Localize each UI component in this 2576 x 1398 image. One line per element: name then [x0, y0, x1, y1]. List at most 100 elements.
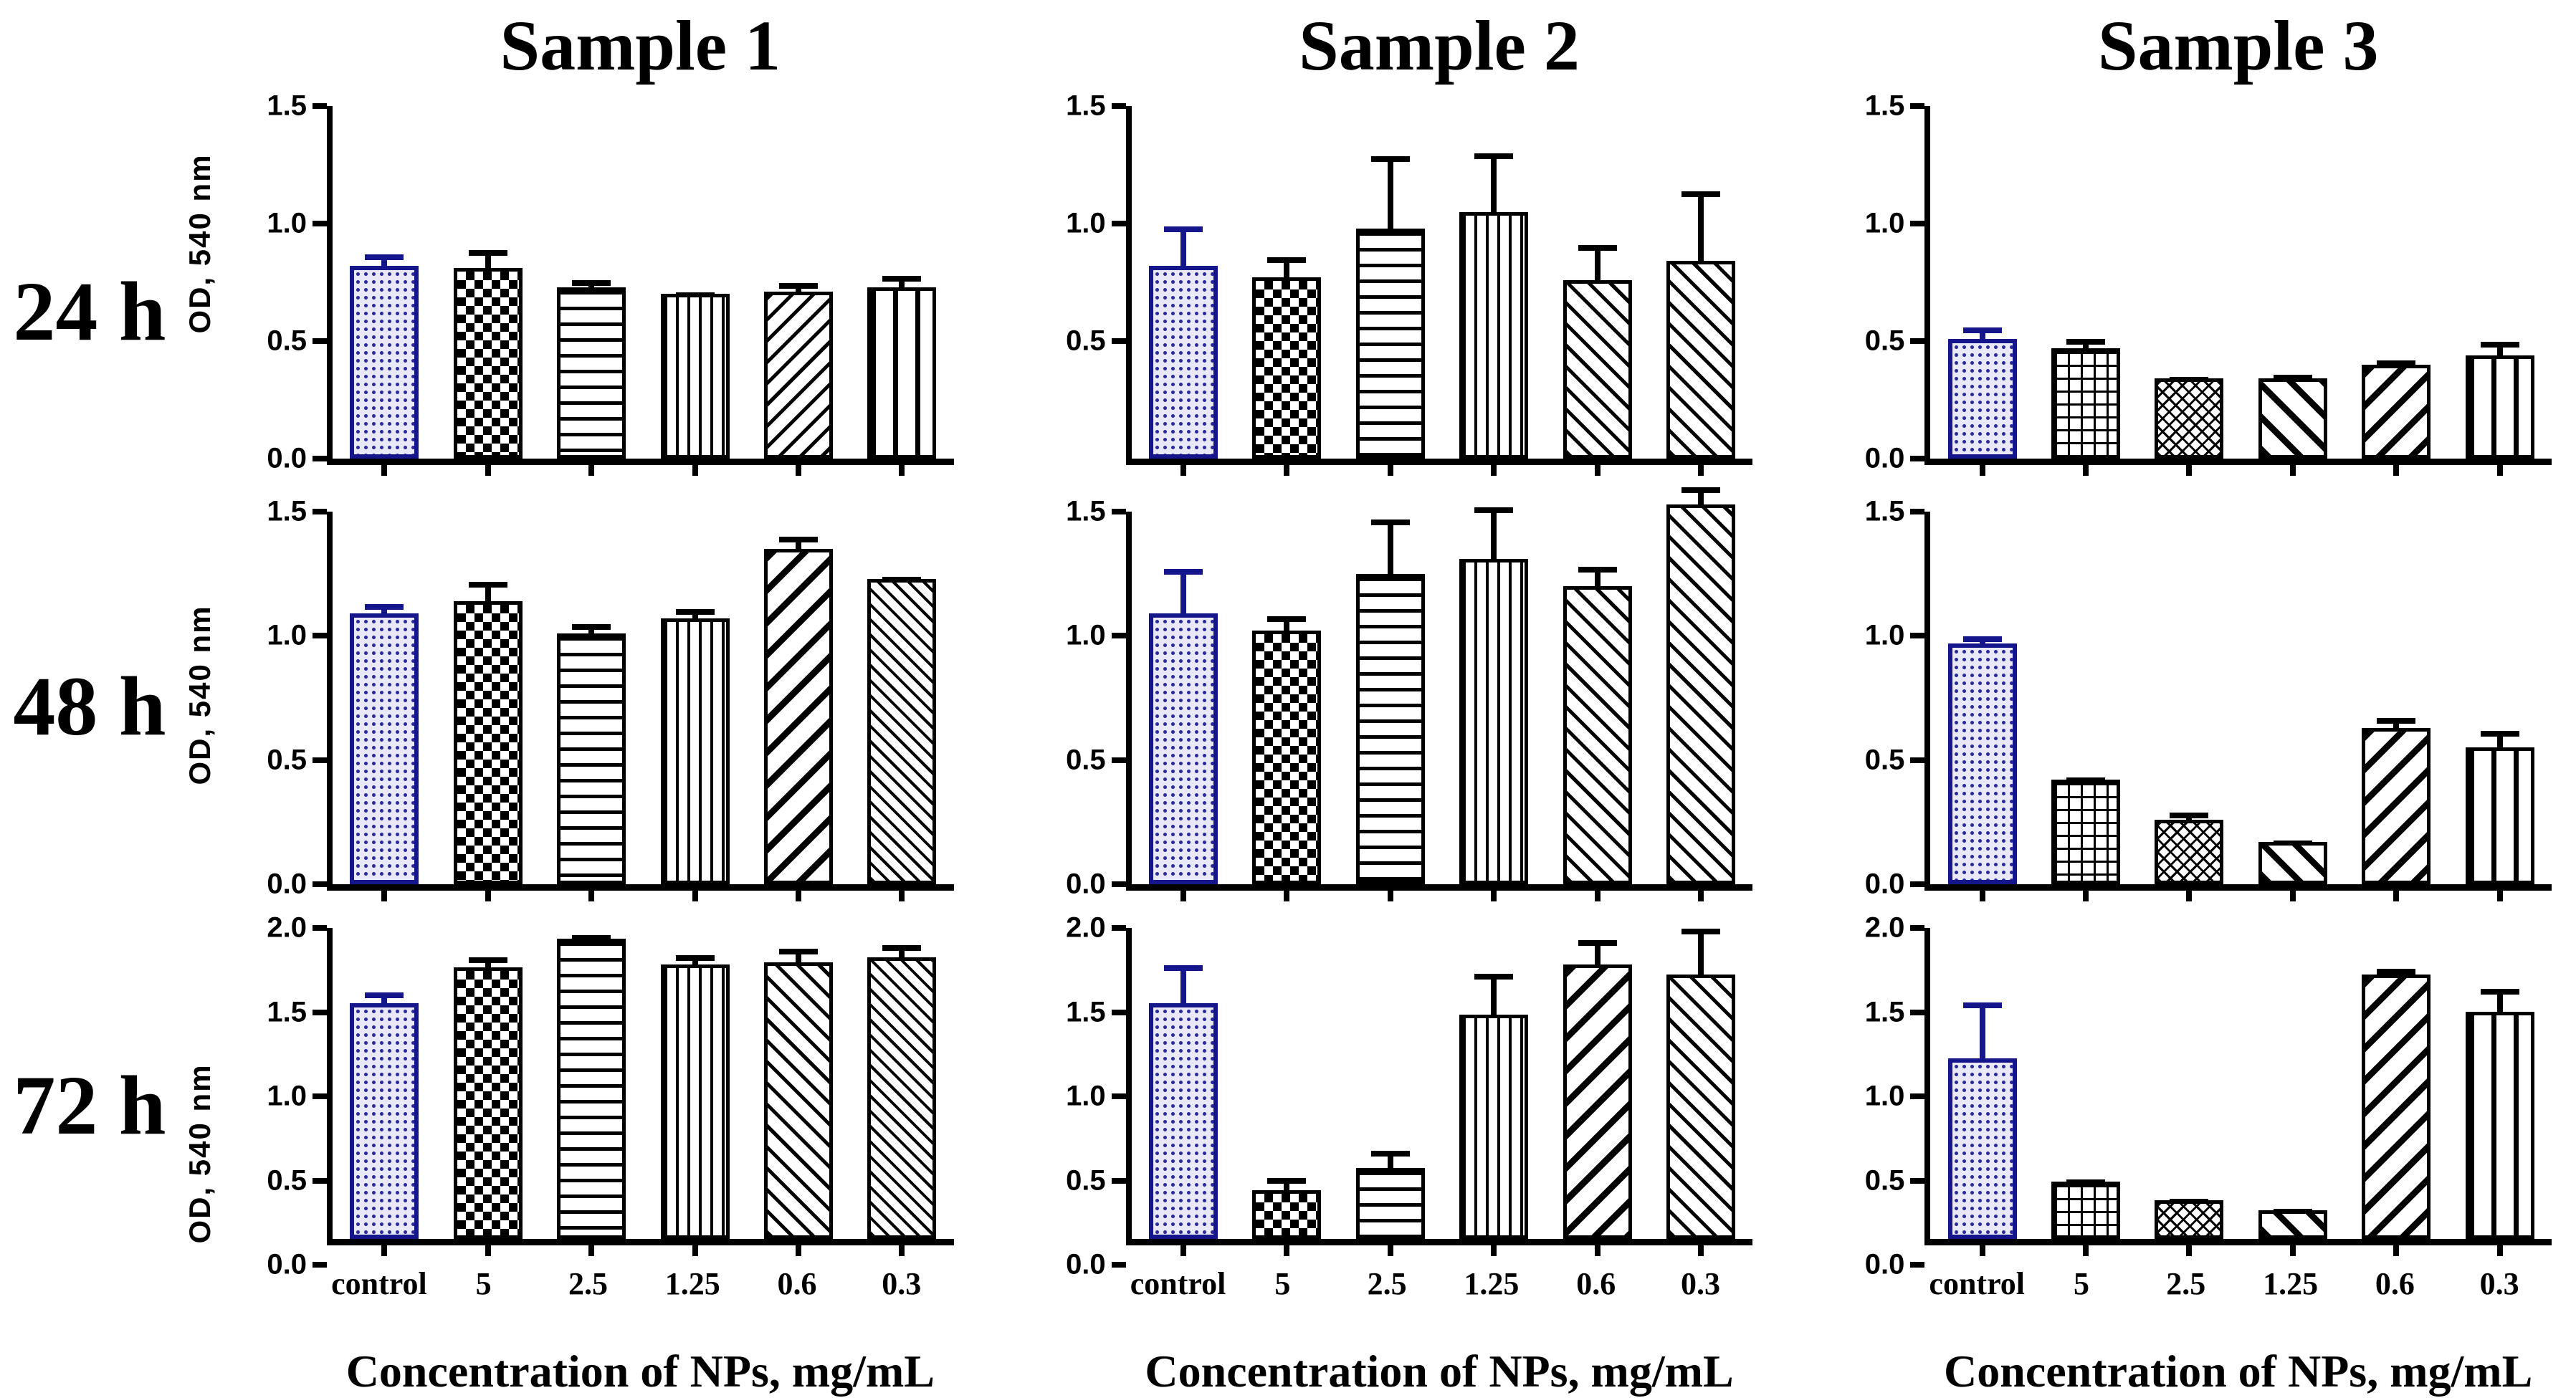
- error-bar: [1474, 974, 1514, 1018]
- bar-0.3: [2465, 355, 2534, 459]
- x-tick-mark: [588, 1245, 595, 1256]
- error-bar-cap: [779, 282, 819, 289]
- error-bar: [468, 957, 507, 971]
- x-tick-mark: [2083, 890, 2089, 901]
- error-bar-cap: [882, 945, 922, 952]
- bar-slot: [540, 512, 643, 901]
- error-bar-stem: [1698, 487, 1704, 507]
- x-tick-mark: [2393, 465, 2400, 476]
- y-tick-label: 0.5: [1864, 744, 1905, 776]
- bar-2.5: [1355, 228, 1425, 459]
- error-bar-cap: [1370, 1150, 1410, 1157]
- error-bar-cap: [1163, 569, 1203, 575]
- x-category-label: 0.3: [882, 1265, 922, 1301]
- plot-column: Sample 3 1.5 1.0 0.5 0.0: [1865, 6, 2552, 482]
- bar-0.6: [764, 962, 834, 1239]
- y-tick-label: 2.0: [1864, 911, 1905, 944]
- error-bar-stem: [1180, 569, 1186, 617]
- error-bar-cap: [1474, 507, 1514, 513]
- error-bar: [1962, 327, 2002, 342]
- error-bar-cap: [1962, 636, 2002, 642]
- chart-72h-sample1: OD, 540 nm 2.0 1.5 1.0 0.5 0.0 control 5 2.5 1.25…: [179, 909, 978, 1398]
- plot-column: 2.0 1.5 1.0 0.5 0.0 control 5 2.5 1.25 0.6 0.3 Conc…: [1066, 909, 1753, 1398]
- bar-0.6: [1563, 279, 1632, 459]
- error-bar-cap: [2273, 374, 2312, 380]
- error-bar-cap: [2170, 812, 2209, 818]
- bar-control: [350, 1002, 419, 1239]
- x-category-labels: control 5 2.5 1.25 0.6 0.3: [1924, 1265, 2552, 1308]
- bar-control: [1947, 338, 2017, 459]
- plot-column: 2.0 1.5 1.0 0.5 0.0 control 5 2.5 1.25 0.6 0.3 Conc…: [1865, 909, 2552, 1398]
- x-category-label: 5: [475, 1265, 492, 1301]
- bar-slot: [643, 106, 746, 476]
- y-tick-mark: [313, 456, 327, 461]
- bar-0.3: [867, 578, 937, 884]
- error-bar-stem: [1284, 1177, 1290, 1193]
- x-tick-mark: [2083, 1245, 2089, 1256]
- bars-container: [1930, 106, 2552, 476]
- bar-5: [2051, 348, 2121, 459]
- y-tick-label: 1.5: [1864, 996, 1905, 1028]
- x-category-label: control: [331, 1265, 427, 1301]
- x-category-label: 0.6: [2375, 1265, 2415, 1301]
- bar-0.3: [2465, 1011, 2534, 1239]
- error-bar-stem: [1979, 1002, 1985, 1062]
- x-category-label: 2.5: [2166, 1265, 2206, 1301]
- error-bar-cap: [1681, 928, 1721, 934]
- bar-slot: [1339, 928, 1442, 1256]
- x-tick-mark: [2289, 890, 2296, 901]
- y-tick-mark: [1910, 456, 1925, 461]
- bar-slot: [1132, 928, 1235, 1256]
- error-bar-cap: [1267, 616, 1307, 623]
- error-bar-cap: [468, 249, 507, 256]
- error-bar-cap: [2480, 341, 2519, 348]
- error-bar-cap: [1681, 487, 1721, 493]
- chart-48h-sample2: 1.5 1.0 0.5 0.0: [978, 482, 1778, 909]
- x-tick-mark: [1284, 890, 1290, 901]
- bar-control: [1148, 266, 1218, 459]
- y-tick-label: 1.0: [267, 1080, 307, 1112]
- x-tick-mark: [381, 1245, 388, 1256]
- error-bar-cap: [468, 957, 507, 963]
- bar-slot: [436, 512, 539, 901]
- y-tick-label: 0.0: [1864, 442, 1905, 474]
- x-tick-mark: [1180, 465, 1186, 476]
- y-tick-mark: [1910, 338, 1925, 344]
- x-tick-mark: [588, 890, 595, 901]
- bar-0.6: [1563, 585, 1632, 884]
- error-bar: [1578, 245, 1617, 283]
- x-category-label: 0.3: [1680, 1265, 1720, 1301]
- error-bar-cap: [1578, 566, 1617, 573]
- bar-slot: [1339, 512, 1442, 901]
- x-category-label: 2.5: [568, 1265, 608, 1301]
- error-bar-cap: [779, 948, 819, 954]
- y-tick-mark: [313, 338, 327, 344]
- y-tick-label: 0.0: [1066, 868, 1106, 900]
- y-tick-mark: [313, 1009, 327, 1015]
- plot-column: 1.5 1.0 0.5 0.0: [1865, 482, 2552, 909]
- x-category-label: 2.5: [1367, 1265, 1407, 1301]
- y-tick-mark: [1111, 1262, 1126, 1268]
- x-tick-mark: [1491, 890, 1497, 901]
- x-category-label: 5: [2074, 1265, 2090, 1301]
- bar-5: [1252, 277, 1322, 459]
- bar-2.5: [1355, 573, 1425, 884]
- y-tick-mark: [1111, 1009, 1126, 1015]
- y-tick-mark: [1910, 1177, 1925, 1184]
- error-bar-cap: [2480, 730, 2519, 737]
- x-tick-mark: [2083, 465, 2089, 476]
- x-tick-mark: [1698, 890, 1704, 901]
- y-tick-mark: [1111, 103, 1126, 109]
- y-tick-mark: [313, 1093, 327, 1099]
- error-bar-cap: [365, 603, 404, 610]
- x-tick-mark: [1387, 465, 1393, 476]
- row-label-rail: 72 h: [0, 909, 179, 1398]
- y-tick-label: 0.0: [1864, 868, 1905, 900]
- error-bar-cap: [468, 581, 507, 588]
- y-tick-label: 2.0: [1066, 911, 1106, 944]
- y-axis-label-slot: OD, 540 nm: [179, 909, 221, 1398]
- x-tick-mark: [899, 1245, 905, 1256]
- bar-5: [453, 967, 523, 1239]
- column-title: Sample 2: [1299, 6, 1580, 85]
- x-tick-mark: [1180, 890, 1186, 901]
